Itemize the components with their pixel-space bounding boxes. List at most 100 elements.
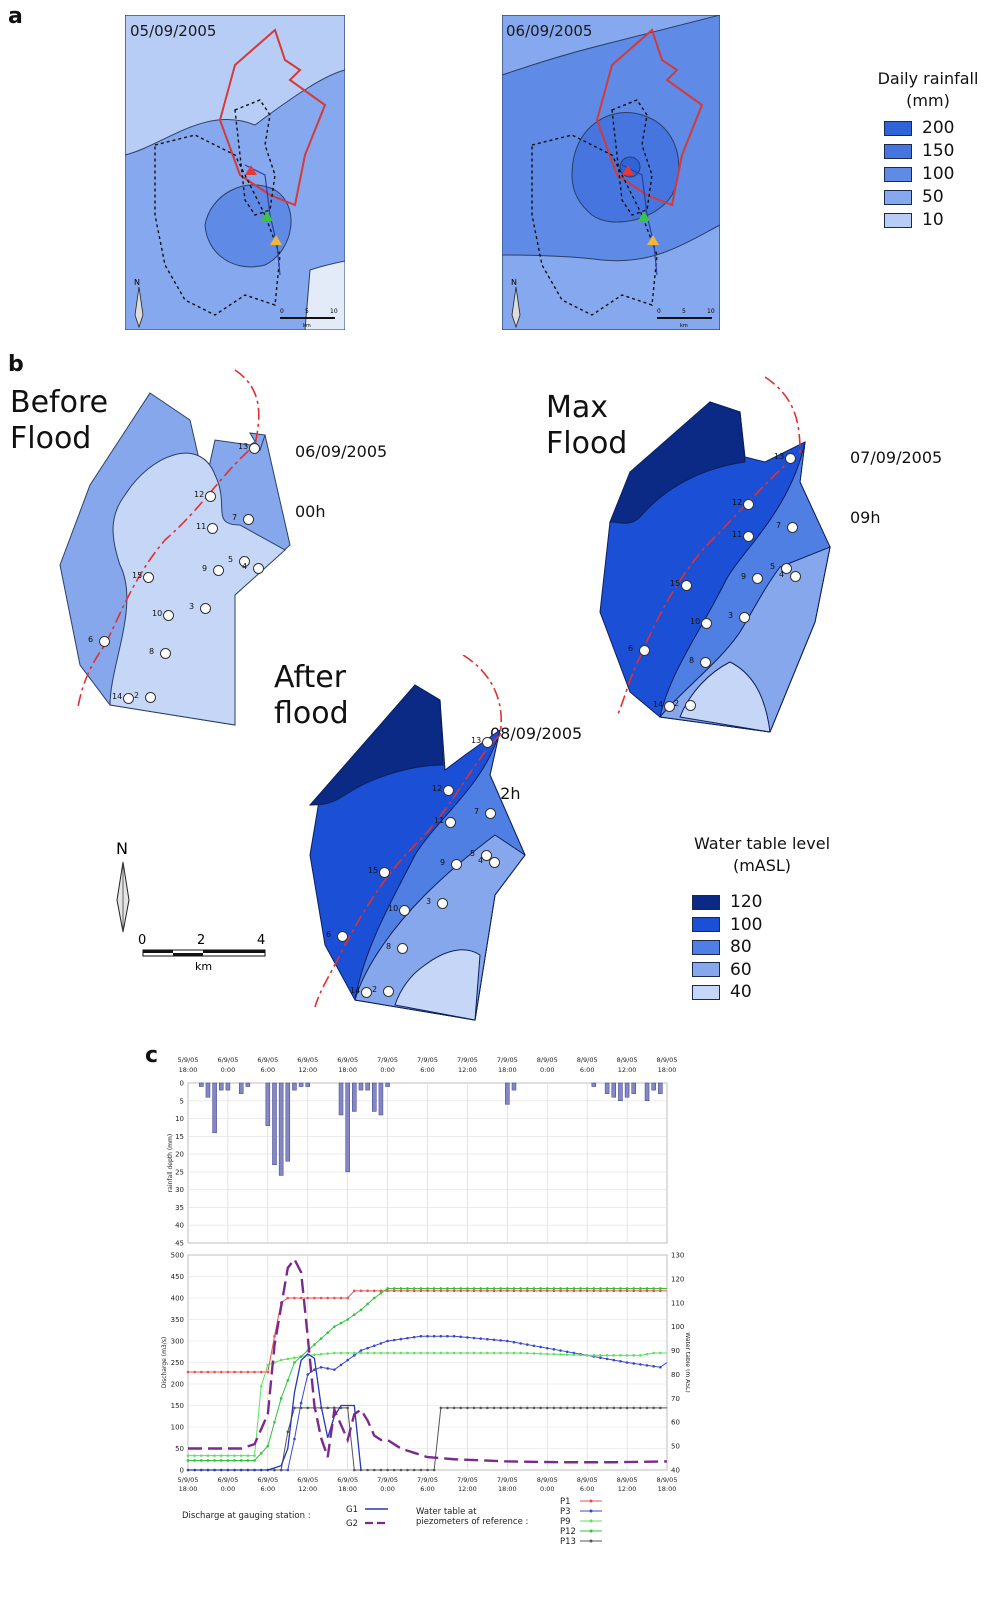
water-table-line-p13-marker bbox=[406, 1468, 409, 1472]
x-tick-date: 8/9/05 bbox=[577, 1476, 598, 1484]
rainfall-legend-title: Daily rainfall (mm) bbox=[877, 69, 979, 110]
y2-tick-label: 120 bbox=[671, 1275, 684, 1283]
rainfall-bar bbox=[352, 1082, 357, 1112]
piezometer-id-label: 14 bbox=[112, 692, 123, 701]
x-tick-time: 18:00 bbox=[498, 1066, 517, 1074]
water-table-line-p13-marker bbox=[273, 1468, 276, 1472]
water-table-line-p3-marker bbox=[319, 1365, 323, 1369]
water-table-line-p1-marker bbox=[313, 1296, 316, 1300]
water-table-line-p9-marker bbox=[266, 1363, 270, 1367]
rainfall-bar bbox=[245, 1082, 251, 1087]
water-table-line-p12-marker bbox=[339, 1321, 343, 1325]
y-tick-label: 5 bbox=[180, 1097, 184, 1105]
water-table-line-p9-marker bbox=[612, 1354, 616, 1357]
rainfall-bar bbox=[651, 1082, 656, 1091]
water-table-line-p1-marker bbox=[259, 1370, 263, 1374]
water-table-line-p12-marker bbox=[253, 1459, 256, 1462]
water-table-line-p1-marker bbox=[492, 1289, 496, 1293]
water-table-line-p3-marker bbox=[299, 1401, 303, 1405]
water-table-legend-label: 120 bbox=[730, 892, 763, 912]
water-table-line-p13-marker bbox=[426, 1468, 429, 1472]
water-table-line-p3-marker bbox=[459, 1335, 463, 1339]
water-table-line-p13-marker bbox=[559, 1406, 562, 1410]
water-table-line-p1-marker bbox=[233, 1370, 236, 1374]
water-table-line-p13-marker bbox=[439, 1406, 443, 1410]
water-table-line-p12-marker bbox=[193, 1459, 196, 1462]
water-table-line-p9-marker bbox=[186, 1454, 190, 1457]
water-table-line-p12-marker bbox=[432, 1287, 436, 1290]
y-tick-label: 400 bbox=[171, 1295, 184, 1303]
rainfall-bar bbox=[358, 1082, 364, 1091]
discharge-axis-label: Discharge (m3/s) bbox=[161, 1337, 168, 1388]
x-tick-date: 8/9/05 bbox=[617, 1056, 638, 1064]
water-table-line-p1-marker bbox=[399, 1289, 403, 1293]
water-table-line-p1-marker bbox=[532, 1289, 536, 1293]
water-table-line-p3-marker bbox=[406, 1336, 409, 1340]
water-table-line-p12-marker bbox=[632, 1287, 636, 1290]
rainfall-bar bbox=[238, 1082, 244, 1094]
piezometer-id-label: 9 bbox=[202, 564, 208, 573]
water-table-line-p12-marker bbox=[426, 1287, 429, 1290]
water-table-line-p9-marker bbox=[379, 1351, 383, 1355]
water-table-line-p9-marker bbox=[219, 1454, 223, 1457]
piezometer-id-label: 14 bbox=[350, 986, 361, 995]
water-table-line-p3-marker bbox=[599, 1356, 602, 1360]
piezometer-marker bbox=[379, 867, 390, 878]
rainfall-bar bbox=[225, 1082, 231, 1091]
piezometer-marker bbox=[361, 987, 372, 998]
water-table-line-p1-marker bbox=[585, 1289, 589, 1293]
piezometer-id-label: 9 bbox=[440, 858, 446, 867]
water-table-line-p1-marker bbox=[486, 1289, 489, 1293]
water-table-line-p9-marker bbox=[432, 1351, 436, 1355]
water-table-line-p13-marker bbox=[432, 1468, 436, 1472]
water-table-legend-label: 40 bbox=[730, 982, 752, 1002]
x-tick-date: 8/9/05 bbox=[577, 1056, 598, 1064]
legend-item-label: G1 bbox=[346, 1505, 358, 1515]
water-table-legend-label: piezometers of reference : bbox=[416, 1517, 528, 1527]
water-table-line-p3-marker bbox=[565, 1350, 569, 1354]
water-table-line-p9-marker bbox=[592, 1354, 596, 1357]
water-table-line-p12-marker bbox=[286, 1379, 290, 1382]
water-table-legend-swatch bbox=[692, 984, 720, 1000]
north-label: N bbox=[134, 278, 140, 287]
water-table-line-p3-marker bbox=[366, 1346, 369, 1350]
piezometer-id-label: 4 bbox=[478, 856, 484, 865]
water-table-line-p1-marker bbox=[366, 1289, 369, 1293]
y2-tick-label: 80 bbox=[671, 1371, 680, 1379]
x-tick-date: 8/9/05 bbox=[617, 1476, 638, 1484]
water-table-line-p9-marker bbox=[572, 1353, 576, 1357]
panel-a-label: a bbox=[8, 4, 23, 29]
water-table-line-p13-marker bbox=[459, 1406, 463, 1410]
water-table-line-p12-marker bbox=[200, 1459, 203, 1462]
piezometer-id-label: 6 bbox=[326, 930, 332, 939]
water-table-line-p13-marker bbox=[399, 1468, 403, 1472]
water-table-line-p1-marker bbox=[612, 1289, 616, 1293]
piezometer-id-label: 13 bbox=[238, 442, 249, 451]
water-table-line-p3-marker bbox=[499, 1339, 502, 1342]
water-table-line-p9-marker bbox=[486, 1351, 489, 1355]
piezometer-id-label: 10 bbox=[152, 609, 163, 618]
water-table-line-p12-marker bbox=[645, 1287, 649, 1290]
x-tick-time: 6:00 bbox=[261, 1066, 276, 1074]
water-table-line-p9-marker bbox=[552, 1352, 556, 1356]
water-table-line-p3-marker bbox=[419, 1334, 423, 1338]
piezometer-marker bbox=[451, 859, 462, 870]
x-tick-time: 6:00 bbox=[580, 1485, 595, 1493]
rainfall-bar bbox=[285, 1082, 291, 1162]
piezometer-id-label: 12 bbox=[194, 490, 205, 499]
x-tick-date: 5/9/05 bbox=[178, 1476, 199, 1484]
water-table-line-p12-marker bbox=[605, 1287, 609, 1290]
legend-swatch-marker bbox=[589, 1499, 593, 1503]
piezometer-id-label: 6 bbox=[88, 635, 94, 644]
rainfall-bar bbox=[658, 1082, 663, 1094]
water-table-line-p9-marker bbox=[213, 1454, 216, 1457]
water-table-line-p3-marker bbox=[359, 1349, 363, 1352]
water-table-line-p13-marker bbox=[346, 1406, 349, 1410]
water-table-line-p12-marker bbox=[266, 1444, 270, 1448]
x-tick-time: 12:00 bbox=[458, 1485, 477, 1493]
rainfall-bar bbox=[511, 1082, 517, 1091]
water-table-line-p12-marker bbox=[353, 1313, 356, 1317]
water-table-line-p12-marker bbox=[479, 1287, 483, 1290]
piezometer-marker bbox=[445, 817, 456, 828]
scalebar-tick: 10 bbox=[707, 308, 715, 315]
